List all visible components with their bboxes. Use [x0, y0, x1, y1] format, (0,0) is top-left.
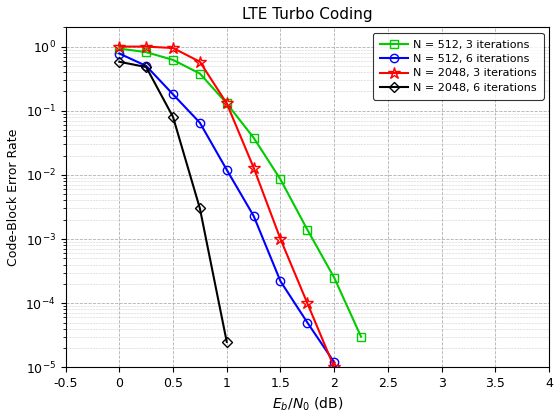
X-axis label: $E_b/N_0$ (dB): $E_b/N_0$ (dB): [272, 396, 343, 413]
N = 512, 6 iterations: [197, 120, 203, 125]
N = 512, 3 iterations: [116, 46, 123, 51]
Legend: N = 512, 3 iterations, N = 512, 6 iterations, N = 2048, 3 iterations, N = 2048, : N = 512, 3 iterations, N = 512, 6 iterat…: [374, 33, 544, 100]
N = 512, 3 iterations: [358, 334, 365, 339]
N = 512, 3 iterations: [277, 177, 284, 182]
N = 2048, 6 iterations: [223, 339, 230, 344]
N = 512, 6 iterations: [170, 92, 176, 97]
N = 512, 6 iterations: [250, 213, 257, 218]
Line: N = 512, 6 iterations: N = 512, 6 iterations: [115, 49, 338, 367]
N = 512, 6 iterations: [304, 320, 311, 325]
N = 512, 6 iterations: [331, 360, 338, 365]
N = 512, 3 iterations: [331, 275, 338, 280]
N = 2048, 6 iterations: [170, 114, 176, 119]
N = 512, 3 iterations: [170, 58, 176, 63]
N = 2048, 3 iterations: [143, 44, 150, 49]
N = 512, 6 iterations: [223, 167, 230, 172]
N = 512, 3 iterations: [223, 101, 230, 106]
N = 2048, 3 iterations: [170, 45, 176, 50]
N = 2048, 6 iterations: [197, 206, 203, 211]
N = 2048, 3 iterations: [277, 236, 284, 241]
N = 2048, 3 iterations: [116, 44, 123, 49]
N = 2048, 3 iterations: [331, 365, 338, 370]
N = 512, 3 iterations: [304, 227, 311, 232]
N = 2048, 6 iterations: [116, 59, 123, 64]
Line: N = 2048, 3 iterations: N = 2048, 3 iterations: [113, 40, 340, 374]
Title: LTE Turbo Coding: LTE Turbo Coding: [242, 7, 372, 22]
N = 2048, 3 iterations: [304, 301, 311, 306]
Line: N = 2048, 6 iterations: N = 2048, 6 iterations: [116, 58, 230, 345]
N = 512, 6 iterations: [116, 51, 123, 56]
N = 2048, 3 iterations: [223, 101, 230, 106]
Y-axis label: Code-Block Error Rate: Code-Block Error Rate: [7, 129, 20, 266]
N = 2048, 3 iterations: [197, 59, 203, 64]
N = 2048, 3 iterations: [250, 165, 257, 170]
Line: N = 512, 3 iterations: N = 512, 3 iterations: [115, 45, 365, 341]
N = 512, 6 iterations: [277, 279, 284, 284]
N = 512, 3 iterations: [250, 135, 257, 140]
N = 2048, 6 iterations: [143, 65, 150, 70]
N = 512, 3 iterations: [143, 50, 150, 55]
N = 512, 3 iterations: [197, 71, 203, 76]
N = 512, 6 iterations: [143, 63, 150, 68]
